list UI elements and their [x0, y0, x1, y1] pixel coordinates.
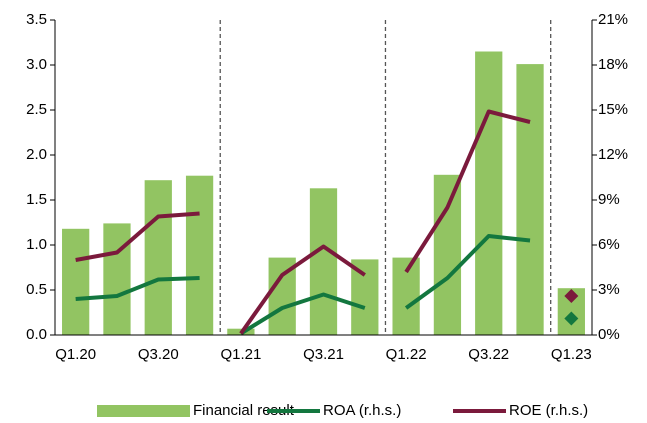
bar [62, 228, 90, 335]
x-tick-label: Q3.22 [468, 346, 509, 363]
bar [475, 51, 503, 335]
x-tick-label: Q1.20 [55, 346, 96, 363]
line [239, 292, 366, 336]
x-tick-label: Q3.20 [138, 346, 179, 363]
bar [351, 259, 379, 335]
y2-tick-label: 9% [598, 191, 620, 208]
y-tick-label: 0.0 [26, 326, 47, 343]
y-tick-label: 1.5 [26, 191, 47, 208]
legend-label: Financial result [193, 402, 295, 419]
diamond-marker [564, 289, 579, 303]
y-tick-label: 0.5 [26, 281, 47, 298]
y2-tick-label: 12% [598, 146, 628, 163]
y-tick-label: 3.5 [26, 11, 47, 28]
legend-label: ROA (r.h.s.) [323, 402, 401, 419]
bar [103, 223, 131, 335]
line [75, 211, 200, 262]
y2-tick-label: 21% [598, 11, 628, 28]
y-tick-label: 3.0 [26, 56, 47, 73]
y-tick-label: 1.0 [26, 236, 47, 253]
y2-tick-label: 18% [598, 56, 628, 73]
legend-label: ROE (r.h.s.) [509, 402, 588, 419]
y2-tick-label: 0% [598, 326, 620, 343]
bar [516, 64, 544, 335]
x-tick-label: Q1.21 [220, 346, 261, 363]
line [75, 276, 200, 301]
x-tick-label: Q1.23 [551, 346, 592, 363]
y-tick-label: 2.5 [26, 101, 47, 118]
line [239, 244, 366, 335]
legend-swatch [97, 405, 190, 417]
y2-tick-label: 3% [598, 281, 620, 298]
y-tick-label: 2.0 [26, 146, 47, 163]
bar [433, 174, 462, 335]
bar [185, 175, 214, 335]
bar [309, 188, 338, 335]
x-tick-label: Q3.21 [303, 346, 344, 363]
line [404, 109, 531, 274]
line [404, 234, 531, 310]
y2-tick-label: 15% [598, 101, 628, 118]
x-tick-label: Q1.22 [386, 346, 427, 363]
bar [144, 180, 172, 335]
y2-tick-label: 6% [598, 236, 620, 253]
diamond-marker [564, 311, 579, 326]
